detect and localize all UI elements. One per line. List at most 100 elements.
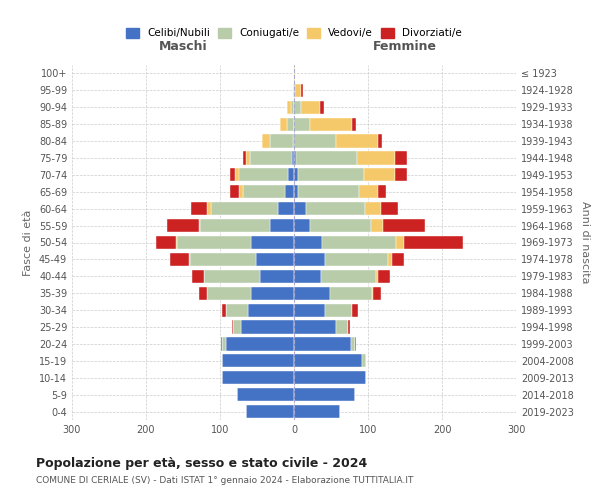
Bar [294,371,366,384]
Bar [222,354,294,368]
Bar [325,304,352,316]
Bar [298,185,359,198]
Bar [233,320,241,334]
Text: Femmine: Femmine [373,40,437,53]
Bar [237,388,294,401]
Bar [251,286,294,300]
Bar [294,270,320,283]
Bar [336,320,348,334]
Bar [238,168,288,181]
Bar [292,152,294,164]
Bar [260,270,294,283]
Bar [246,405,294,418]
Bar [294,236,322,249]
Bar [371,219,383,232]
Bar [352,304,358,316]
Bar [383,219,425,232]
Bar [373,286,380,300]
Bar [294,134,336,147]
Bar [294,100,301,114]
Bar [167,219,199,232]
Bar [294,84,295,97]
Bar [294,185,298,198]
Bar [294,67,295,80]
Bar [222,338,226,350]
Bar [230,185,239,198]
Y-axis label: Fasce di età: Fasce di età [23,210,33,276]
Bar [395,168,407,181]
Bar [192,270,204,283]
Bar [246,152,250,164]
Bar [243,185,285,198]
Bar [294,405,340,418]
Bar [294,388,355,401]
Bar [294,253,325,266]
Bar [294,338,351,350]
Bar [206,286,251,300]
Bar [301,100,320,114]
Bar [294,202,306,215]
Bar [301,84,303,97]
Bar [294,168,298,181]
Bar [226,304,248,316]
Bar [205,270,260,283]
Bar [320,100,323,114]
Bar [357,152,395,164]
Bar [320,270,376,283]
Bar [293,84,294,97]
Bar [291,100,294,114]
Bar [306,202,365,215]
Bar [204,270,205,283]
Bar [199,286,206,300]
Bar [364,168,395,181]
Bar [199,219,200,232]
Bar [189,253,190,266]
Bar [200,219,271,232]
Bar [294,118,310,131]
Bar [294,320,336,334]
Bar [348,320,349,334]
Bar [226,338,294,350]
Bar [222,304,226,316]
Bar [310,219,371,232]
Bar [336,134,379,147]
Bar [250,152,292,164]
Bar [310,118,352,131]
Bar [293,134,294,147]
Bar [325,253,388,266]
Bar [251,236,294,249]
Bar [208,202,211,215]
Bar [278,202,294,215]
Bar [382,202,398,215]
Bar [298,168,364,181]
Bar [351,338,355,350]
Bar [355,338,356,350]
Bar [287,118,294,131]
Bar [404,236,463,249]
Y-axis label: Anni di nascita: Anni di nascita [580,201,590,284]
Bar [177,236,251,249]
Text: COMUNE DI CERIALE (SV) - Dati ISTAT 1° gennaio 2024 - Elaborazione TUTTITALIA.IT: COMUNE DI CERIALE (SV) - Dati ISTAT 1° g… [36,476,413,485]
Bar [362,354,366,368]
Bar [392,253,404,266]
Bar [395,152,407,164]
Bar [285,185,294,198]
Bar [294,219,310,232]
Bar [294,354,362,368]
Bar [280,118,287,131]
Bar [176,236,177,249]
Bar [288,168,294,181]
Bar [256,253,294,266]
Bar [294,152,296,164]
Bar [230,168,235,181]
Bar [287,100,291,114]
Bar [243,152,246,164]
Bar [235,168,239,181]
Bar [294,304,325,316]
Bar [262,134,269,147]
Bar [296,152,357,164]
Bar [241,320,294,334]
Bar [372,286,373,300]
Bar [269,134,293,147]
Bar [294,286,329,300]
